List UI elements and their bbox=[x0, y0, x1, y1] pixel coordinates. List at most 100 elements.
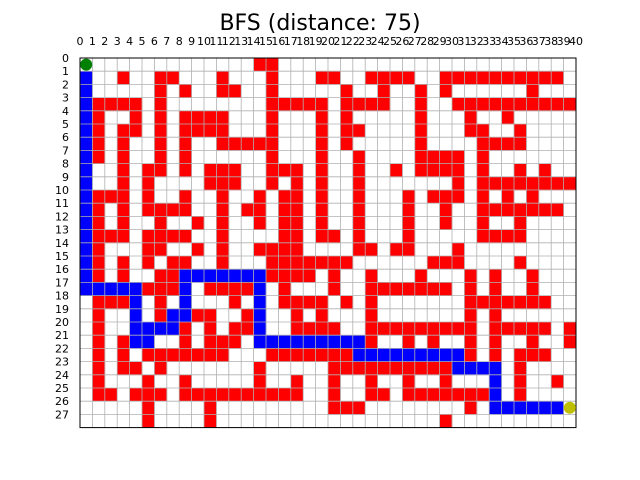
wall-cell bbox=[191, 348, 205, 362]
wall-cell bbox=[352, 229, 366, 244]
wall-cell bbox=[241, 137, 254, 151]
wall-cell bbox=[92, 361, 106, 376]
wall-cell bbox=[402, 242, 416, 257]
wall-cell bbox=[92, 229, 106, 244]
wall-cell bbox=[464, 295, 478, 310]
x-tick-label: 28 bbox=[420, 35, 434, 48]
wall-cell bbox=[538, 348, 552, 362]
wall-cell bbox=[464, 308, 478, 323]
wall-cell bbox=[501, 203, 515, 217]
path-cell bbox=[228, 269, 242, 283]
y-tick-label: 17 bbox=[55, 276, 69, 289]
wall-cell bbox=[290, 348, 304, 362]
wall-cell bbox=[204, 110, 217, 125]
wall-cell bbox=[129, 388, 143, 402]
y-tick-label: 16 bbox=[55, 263, 69, 276]
wall-cell bbox=[328, 322, 341, 336]
wall-cell bbox=[439, 322, 453, 336]
wall-cell bbox=[278, 97, 292, 112]
wall-cell bbox=[476, 216, 490, 230]
wall-cell bbox=[117, 269, 130, 283]
wall-cell bbox=[253, 374, 267, 389]
wall-cell bbox=[340, 110, 354, 125]
wall-cell bbox=[489, 295, 502, 310]
wall-cell bbox=[166, 256, 180, 270]
y-tick-label: 8 bbox=[62, 158, 69, 171]
wall-cell bbox=[315, 163, 329, 178]
path-cell bbox=[253, 282, 267, 296]
wall-cell bbox=[315, 295, 329, 310]
wall-cell bbox=[191, 216, 205, 230]
wall-cell bbox=[253, 216, 267, 230]
x-tick-label: 36 bbox=[519, 35, 533, 48]
wall-cell bbox=[142, 203, 155, 217]
wall-cell bbox=[328, 401, 341, 415]
wall-cell bbox=[563, 322, 577, 336]
path-cell bbox=[80, 190, 93, 204]
wall-cell bbox=[439, 374, 453, 389]
path-cell bbox=[142, 322, 155, 336]
wall-cell bbox=[526, 322, 540, 336]
wall-cell bbox=[204, 401, 217, 415]
wall-cell bbox=[204, 414, 217, 428]
wall-cell bbox=[266, 58, 279, 72]
wall-cell bbox=[154, 269, 168, 283]
wall-cell bbox=[538, 97, 552, 112]
wall-cell bbox=[427, 335, 440, 349]
wall-cell bbox=[92, 322, 106, 336]
wall-cell bbox=[402, 335, 416, 349]
path-cell bbox=[142, 335, 155, 349]
wall-cell bbox=[179, 374, 192, 389]
wall-cell bbox=[191, 308, 205, 323]
wall-cell bbox=[452, 190, 465, 204]
path-cell bbox=[80, 242, 93, 257]
wall-cell bbox=[216, 190, 230, 204]
wall-cell bbox=[179, 163, 192, 178]
wall-cell bbox=[179, 388, 192, 402]
y-tick-label: 9 bbox=[62, 171, 69, 184]
x-tick-label: 3 bbox=[114, 35, 121, 48]
wall-cell bbox=[452, 163, 465, 178]
y-tick-label: 11 bbox=[55, 197, 69, 210]
path-cell bbox=[253, 335, 267, 349]
wall-cell bbox=[166, 282, 180, 296]
path-cell bbox=[452, 348, 465, 362]
y-tick-label: 20 bbox=[55, 316, 69, 329]
figure-title: BFS (distance: 75) bbox=[219, 11, 420, 36]
wall-cell bbox=[117, 71, 130, 85]
wall-cell bbox=[501, 229, 515, 244]
path-cell bbox=[253, 308, 267, 323]
wall-cell bbox=[538, 322, 552, 336]
wall-cell bbox=[328, 388, 341, 402]
wall-cell bbox=[526, 84, 540, 98]
wall-cell bbox=[266, 242, 279, 257]
wall-cell bbox=[377, 84, 391, 98]
wall-cell bbox=[452, 388, 465, 402]
wall-cell bbox=[377, 97, 391, 112]
wall-cell bbox=[489, 282, 502, 296]
wall-cell bbox=[104, 388, 118, 402]
wall-cell bbox=[340, 348, 354, 362]
y-tick-label: 26 bbox=[55, 395, 69, 408]
wall-cell bbox=[228, 295, 242, 310]
wall-cell bbox=[439, 282, 453, 296]
wall-cell bbox=[489, 97, 502, 112]
wall-cell bbox=[278, 190, 292, 204]
wall-cell bbox=[476, 124, 490, 138]
wall-cell bbox=[303, 269, 316, 283]
wall-cell bbox=[390, 282, 403, 296]
path-cell bbox=[191, 269, 205, 283]
wall-cell bbox=[142, 163, 155, 178]
wall-cell bbox=[278, 163, 292, 178]
wall-cell bbox=[290, 322, 304, 336]
wall-cell bbox=[526, 190, 540, 204]
wall-cell bbox=[142, 388, 155, 402]
wall-cell bbox=[216, 163, 230, 178]
wall-cell bbox=[315, 124, 329, 138]
wall-cell bbox=[514, 176, 527, 191]
x-tick-label: 5 bbox=[139, 35, 146, 48]
path-cell bbox=[80, 137, 93, 151]
wall-cell bbox=[427, 163, 440, 178]
wall-cell bbox=[476, 295, 490, 310]
path-cell bbox=[241, 269, 254, 283]
